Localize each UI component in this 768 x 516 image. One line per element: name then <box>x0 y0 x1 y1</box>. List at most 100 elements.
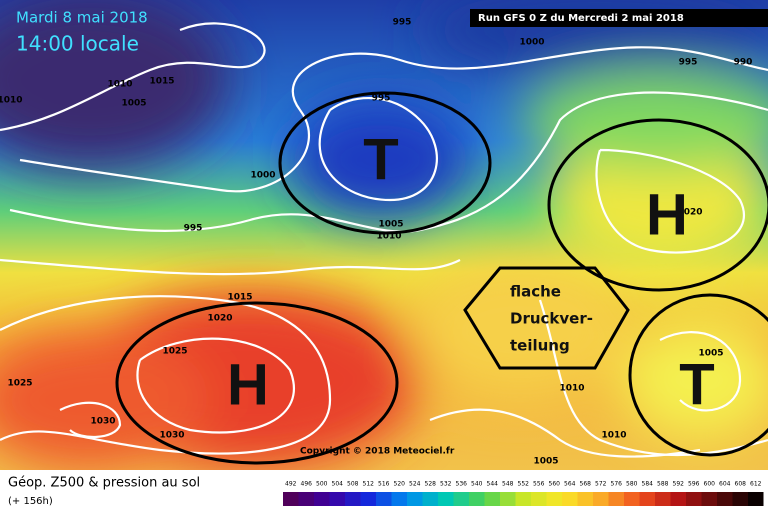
color-swatch <box>593 492 609 506</box>
isobar-label: 1020 <box>677 208 702 218</box>
color-swatch <box>639 492 655 506</box>
color-swatch <box>562 492 578 506</box>
scale-label: 504 <box>332 481 344 488</box>
time: 14:00 locale <box>16 32 139 56</box>
color-swatch <box>670 492 686 506</box>
scale-label: 596 <box>688 481 700 488</box>
color-swatch <box>484 492 500 506</box>
scale-label: 600 <box>704 481 716 488</box>
scale-label: 580 <box>626 481 638 488</box>
scale-label: 544 <box>487 481 499 488</box>
isobar-label: 1005 <box>121 99 146 109</box>
scale-label: 528 <box>425 481 437 488</box>
color-swatch <box>608 492 624 506</box>
isobar-label: 1000 <box>519 38 544 48</box>
scale-label: 500 <box>316 481 328 488</box>
legend-lead: (+ 156h) <box>8 496 53 507</box>
annotation: teilung <box>510 337 570 355</box>
color-swatch <box>422 492 438 506</box>
scale-label: 496 <box>301 481 313 488</box>
scale-label: 564 <box>564 481 576 488</box>
scale-label: 536 <box>456 481 468 488</box>
color-swatch <box>515 492 531 506</box>
scale-label: 604 <box>719 481 731 488</box>
color-swatch <box>624 492 640 506</box>
isobar-label: 1000 <box>250 171 275 181</box>
scale-label: 584 <box>642 481 654 488</box>
isobar-label: 1005 <box>378 220 403 230</box>
color-swatch <box>469 492 485 506</box>
color-swatch <box>655 492 671 506</box>
color-swatch <box>732 492 748 506</box>
color-swatch <box>314 492 330 506</box>
color-swatch <box>329 492 345 506</box>
isobar-label: 1015 <box>149 77 174 87</box>
annotation: Druckver- <box>510 310 593 328</box>
color-swatch <box>360 492 376 506</box>
pressure-system: H <box>227 352 269 417</box>
scale-label: 572 <box>595 481 607 488</box>
color-swatch <box>407 492 423 506</box>
scale-label: 556 <box>533 481 545 488</box>
scale-label: 560 <box>549 481 561 488</box>
color-swatch <box>500 492 516 506</box>
scale-label: 508 <box>347 481 359 488</box>
isobar-label: 1010 <box>107 80 132 90</box>
color-swatch <box>686 492 702 506</box>
scale-label: 548 <box>502 481 514 488</box>
color-swatch <box>376 492 392 506</box>
pressure-system: H <box>646 182 688 247</box>
scale-label: 512 <box>363 481 375 488</box>
isobar-label: 995 <box>372 94 391 104</box>
color-swatch <box>546 492 562 506</box>
scale-label: 532 <box>440 481 452 488</box>
color-swatch <box>701 492 717 506</box>
copyright: Copyright © 2018 Meteociel.fr <box>300 447 455 457</box>
scale-label: 568 <box>580 481 592 488</box>
isobar-label: 1010 <box>0 96 23 106</box>
isobar-label: 1010 <box>376 232 401 242</box>
isobar-label: 1025 <box>7 379 32 389</box>
color-swatch <box>438 492 454 506</box>
isobar-label: 1025 <box>162 347 187 357</box>
color-swatch <box>531 492 547 506</box>
color-swatch <box>577 492 593 506</box>
pressure-system: T <box>679 352 714 417</box>
scale-label: 540 <box>471 481 483 488</box>
scale-label: 588 <box>657 481 669 488</box>
scale-label: 520 <box>394 481 406 488</box>
legend-title: Géop. Z500 & pression au sol <box>8 476 200 491</box>
isobar-label: 1010 <box>559 384 584 394</box>
scale-label: 524 <box>409 481 421 488</box>
color-swatch <box>298 492 314 506</box>
pressure-system: T <box>363 127 398 192</box>
scale-label: 612 <box>750 481 762 488</box>
scale-label: 492 <box>285 481 297 488</box>
color-swatch <box>345 492 361 506</box>
isobar-label: 1005 <box>698 349 723 359</box>
isobar-label: 1020 <box>207 314 232 324</box>
isobar-label: 1015 <box>227 293 252 303</box>
scale-label: 576 <box>611 481 623 488</box>
run-info: Run GFS 0 Z du Mercredi 2 mai 2018 <box>478 13 684 24</box>
isobar-label: 1005 <box>533 457 558 467</box>
scale-label: 592 <box>673 481 685 488</box>
scale-label: 552 <box>518 481 530 488</box>
annotation: flache <box>510 283 561 301</box>
isobar-label: 1030 <box>90 417 115 427</box>
color-swatch <box>453 492 469 506</box>
isobar-label: 990 <box>734 58 753 68</box>
isobar-label: 1030 <box>159 431 184 441</box>
scale-label: 608 <box>735 481 747 488</box>
scale-label: 516 <box>378 481 390 488</box>
isobar-label: 1010 <box>601 431 626 441</box>
isobar-label: 995 <box>184 224 203 234</box>
isobar-label: 995 <box>679 58 698 68</box>
color-swatch <box>748 492 764 506</box>
color-swatch <box>391 492 407 506</box>
color-swatch <box>717 492 733 506</box>
isobar-label: 995 <box>393 18 412 28</box>
color-swatch <box>283 492 299 506</box>
